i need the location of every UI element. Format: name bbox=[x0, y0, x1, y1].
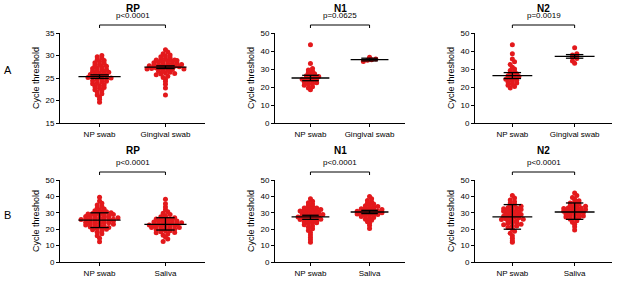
svg-text:0: 0 bbox=[465, 119, 470, 128]
svg-text:40: 40 bbox=[460, 192, 469, 201]
svg-text:30: 30 bbox=[460, 65, 469, 74]
svg-text:10: 10 bbox=[460, 101, 469, 110]
svg-text:0: 0 bbox=[265, 119, 270, 128]
svg-text:Saliva: Saliva bbox=[359, 269, 381, 278]
svg-text:0: 0 bbox=[465, 258, 470, 267]
svg-text:10: 10 bbox=[45, 241, 54, 250]
svg-text:35: 35 bbox=[45, 29, 54, 38]
svg-text:NP swab: NP swab bbox=[84, 269, 116, 278]
svg-text:Cycle threshold: Cycle threshold bbox=[446, 190, 456, 252]
svg-text:A: A bbox=[4, 64, 12, 76]
svg-text:30: 30 bbox=[260, 209, 269, 218]
svg-text:40: 40 bbox=[260, 192, 269, 201]
svg-text:20: 20 bbox=[260, 225, 269, 234]
svg-text:Saliva: Saliva bbox=[155, 269, 177, 278]
svg-text:p<0.0001: p<0.0001 bbox=[527, 158, 561, 167]
svg-text:30: 30 bbox=[45, 209, 54, 218]
svg-text:20: 20 bbox=[45, 225, 54, 234]
svg-text:30: 30 bbox=[260, 65, 269, 74]
svg-text:0: 0 bbox=[265, 258, 270, 267]
svg-text:N2: N2 bbox=[537, 145, 550, 156]
svg-text:40: 40 bbox=[460, 47, 469, 56]
svg-text:Cycle threshold: Cycle threshold bbox=[246, 47, 256, 109]
svg-text:NP swab: NP swab bbox=[496, 130, 528, 139]
svg-text:50: 50 bbox=[260, 29, 269, 38]
svg-text:Gingival swab: Gingival swab bbox=[141, 130, 191, 139]
svg-text:20: 20 bbox=[460, 225, 469, 234]
svg-text:10: 10 bbox=[460, 241, 469, 250]
svg-text:Cycle threshold: Cycle threshold bbox=[246, 190, 256, 252]
svg-text:10: 10 bbox=[260, 241, 269, 250]
svg-text:25: 25 bbox=[45, 74, 54, 83]
svg-text:NP swab: NP swab bbox=[295, 130, 327, 139]
svg-text:N1: N1 bbox=[334, 3, 347, 14]
svg-text:Gingival swab: Gingival swab bbox=[345, 130, 395, 139]
svg-text:50: 50 bbox=[260, 176, 269, 185]
svg-text:40: 40 bbox=[45, 192, 54, 201]
svg-text:NP swab: NP swab bbox=[496, 269, 528, 278]
svg-text:Cycle threshold: Cycle threshold bbox=[31, 47, 41, 109]
svg-text:Saliva: Saliva bbox=[564, 269, 586, 278]
svg-text:RP: RP bbox=[126, 145, 140, 156]
svg-text:30: 30 bbox=[45, 51, 54, 60]
svg-text:50: 50 bbox=[460, 29, 469, 38]
svg-text:10: 10 bbox=[260, 101, 269, 110]
svg-text:p<0.0001: p<0.0001 bbox=[116, 158, 150, 167]
svg-text:50: 50 bbox=[460, 176, 469, 185]
svg-text:50: 50 bbox=[45, 176, 54, 185]
svg-text:30: 30 bbox=[460, 209, 469, 218]
svg-text:p=0.0019: p=0.0019 bbox=[527, 11, 561, 20]
svg-text:Gingival swab: Gingival swab bbox=[550, 130, 600, 139]
svg-text:Cycle threshold: Cycle threshold bbox=[446, 47, 456, 109]
svg-text:p<0.0001: p<0.0001 bbox=[323, 158, 357, 167]
svg-text:p=0.0625: p=0.0625 bbox=[323, 11, 357, 20]
svg-text:p<0.0001: p<0.0001 bbox=[116, 11, 150, 20]
svg-text:N1: N1 bbox=[334, 145, 347, 156]
svg-text:RP: RP bbox=[126, 3, 140, 14]
svg-text:0: 0 bbox=[50, 258, 55, 267]
svg-text:20: 20 bbox=[460, 83, 469, 92]
svg-text:N2: N2 bbox=[537, 3, 550, 14]
svg-text:20: 20 bbox=[260, 83, 269, 92]
svg-text:Cycle threshold: Cycle threshold bbox=[31, 190, 41, 252]
svg-text:15: 15 bbox=[45, 119, 54, 128]
svg-text:40: 40 bbox=[260, 47, 269, 56]
svg-text:20: 20 bbox=[45, 96, 54, 105]
svg-text:B: B bbox=[4, 209, 11, 221]
svg-text:NP swab: NP swab bbox=[295, 269, 327, 278]
svg-text:NP swab: NP swab bbox=[84, 130, 116, 139]
